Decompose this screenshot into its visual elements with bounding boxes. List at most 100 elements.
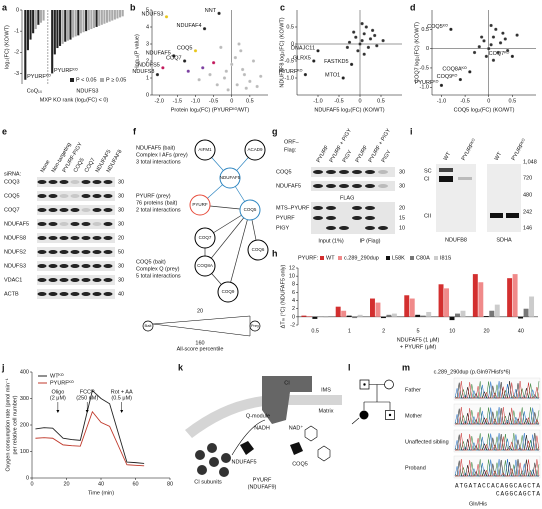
blot-strip [436, 164, 476, 232]
mw-marker: 30 [118, 179, 124, 185]
q-ring [317, 445, 331, 462]
network-edge [204, 209, 251, 267]
point [248, 79, 252, 84]
blot-band [37, 264, 47, 268]
bar [472, 274, 478, 317]
blot-band [103, 180, 113, 184]
blot-band [37, 208, 47, 212]
blot-band [81, 278, 91, 282]
bar [507, 278, 513, 317]
blot-band [37, 194, 47, 198]
bar [53, 10, 56, 55]
mw-marker: 242 [523, 209, 532, 215]
legend-label: PYURFᴷᴼ [50, 379, 74, 386]
point [491, 58, 496, 62]
point [244, 86, 248, 90]
bar [42, 10, 45, 21]
bar [56, 10, 59, 49]
lane-label: None [40, 159, 52, 173]
bar [100, 10, 103, 25]
legend-swatch [100, 78, 104, 82]
bar [121, 10, 124, 17]
annotation: PYURFᴷᴼ [54, 67, 78, 74]
annotation: (0.5 μM) [111, 395, 132, 401]
point [215, 83, 219, 87]
y-axis-label: ΔTₘ (°C) (NDUFAF5 only) [280, 264, 286, 328]
point [477, 45, 481, 49]
blot-band [339, 226, 349, 230]
y-tick-label: 2 [292, 306, 295, 312]
scale-label: All-score percentile [177, 346, 224, 352]
x-tick-label: -0.5 [334, 98, 343, 104]
y-axis-label: Oxygen consumption rate (pmol min⁻¹ [5, 378, 11, 471]
sirna-label: siRNA: [4, 171, 22, 177]
row-label: Proband [405, 465, 426, 471]
y-tick-label: -0.5 [420, 65, 429, 71]
lane-label: WT [494, 151, 504, 162]
carrier-dot [388, 413, 392, 417]
legend-label: L58K [392, 255, 405, 261]
protein-label: COQ3 [4, 179, 20, 185]
chromatogram-trace [455, 458, 540, 477]
scale-label: 20 [197, 308, 203, 314]
point [489, 43, 493, 47]
point [364, 25, 368, 29]
point [439, 83, 444, 88]
x-axis-label: + PYURF (μM) [400, 344, 436, 350]
lane-label: PIGY [381, 149, 393, 164]
blot-band [70, 222, 80, 226]
orf-label: ORF– [284, 139, 300, 145]
point [251, 59, 256, 63]
diagram-label: PYURF [253, 477, 272, 483]
y-tick-label: 12 [289, 265, 295, 271]
blot-band [59, 278, 69, 282]
blot-band [313, 184, 323, 188]
blot-band [506, 213, 519, 218]
blot-band [81, 292, 91, 296]
blot-band [92, 180, 102, 184]
y-axis-label: per relative cell number) [12, 395, 18, 454]
network-description: PYURF (prey) [136, 193, 171, 199]
bar [98, 10, 101, 26]
bar [39, 10, 43, 23]
x-tick-label: -2.0 [155, 98, 164, 104]
bar [29, 10, 32, 40]
blot-band [365, 170, 375, 174]
x-axis-label: NDUFAF5 (1 μM) [397, 337, 440, 343]
blot-band [103, 250, 113, 254]
legend-swatch [434, 256, 438, 260]
point [316, 49, 320, 53]
complex-i [262, 376, 312, 424]
band-label: PIGY [276, 225, 289, 231]
point-label: NDUFS5 [138, 62, 160, 68]
x-tick-label: 20 [484, 328, 490, 334]
bar [85, 10, 88, 32]
subunit [207, 443, 217, 453]
point-label: COQ5ᴷᴼ [427, 23, 448, 30]
bar [335, 306, 341, 317]
x-tick-label: -1.5 [173, 98, 182, 104]
blot-band [81, 208, 91, 212]
diagram-label: IMS [321, 387, 331, 393]
blot-band [70, 180, 80, 184]
y-tick-label: -1 [14, 29, 19, 35]
point [498, 41, 503, 45]
blot-band [352, 170, 362, 174]
mw-marker: 30 [118, 277, 124, 283]
node-label: COQ8A [197, 263, 213, 268]
bar [32, 10, 35, 34]
arrow [231, 419, 266, 456]
blot-band [326, 206, 336, 210]
lane-label: WT [443, 151, 453, 162]
blot-band [59, 194, 69, 198]
x-tick-label: 40 [98, 481, 104, 487]
x-tick-label: 0 [358, 98, 361, 104]
panel-label: i [410, 126, 413, 136]
point [217, 11, 221, 16]
y-axis-label: COQ7 log₂(FC) (KO/WT) [414, 22, 420, 83]
x-tick-label: 0 [30, 481, 33, 487]
y-tick-label: 0 [292, 314, 295, 320]
network-description: 76 proteins (bait) [136, 200, 177, 206]
bar [346, 315, 352, 317]
